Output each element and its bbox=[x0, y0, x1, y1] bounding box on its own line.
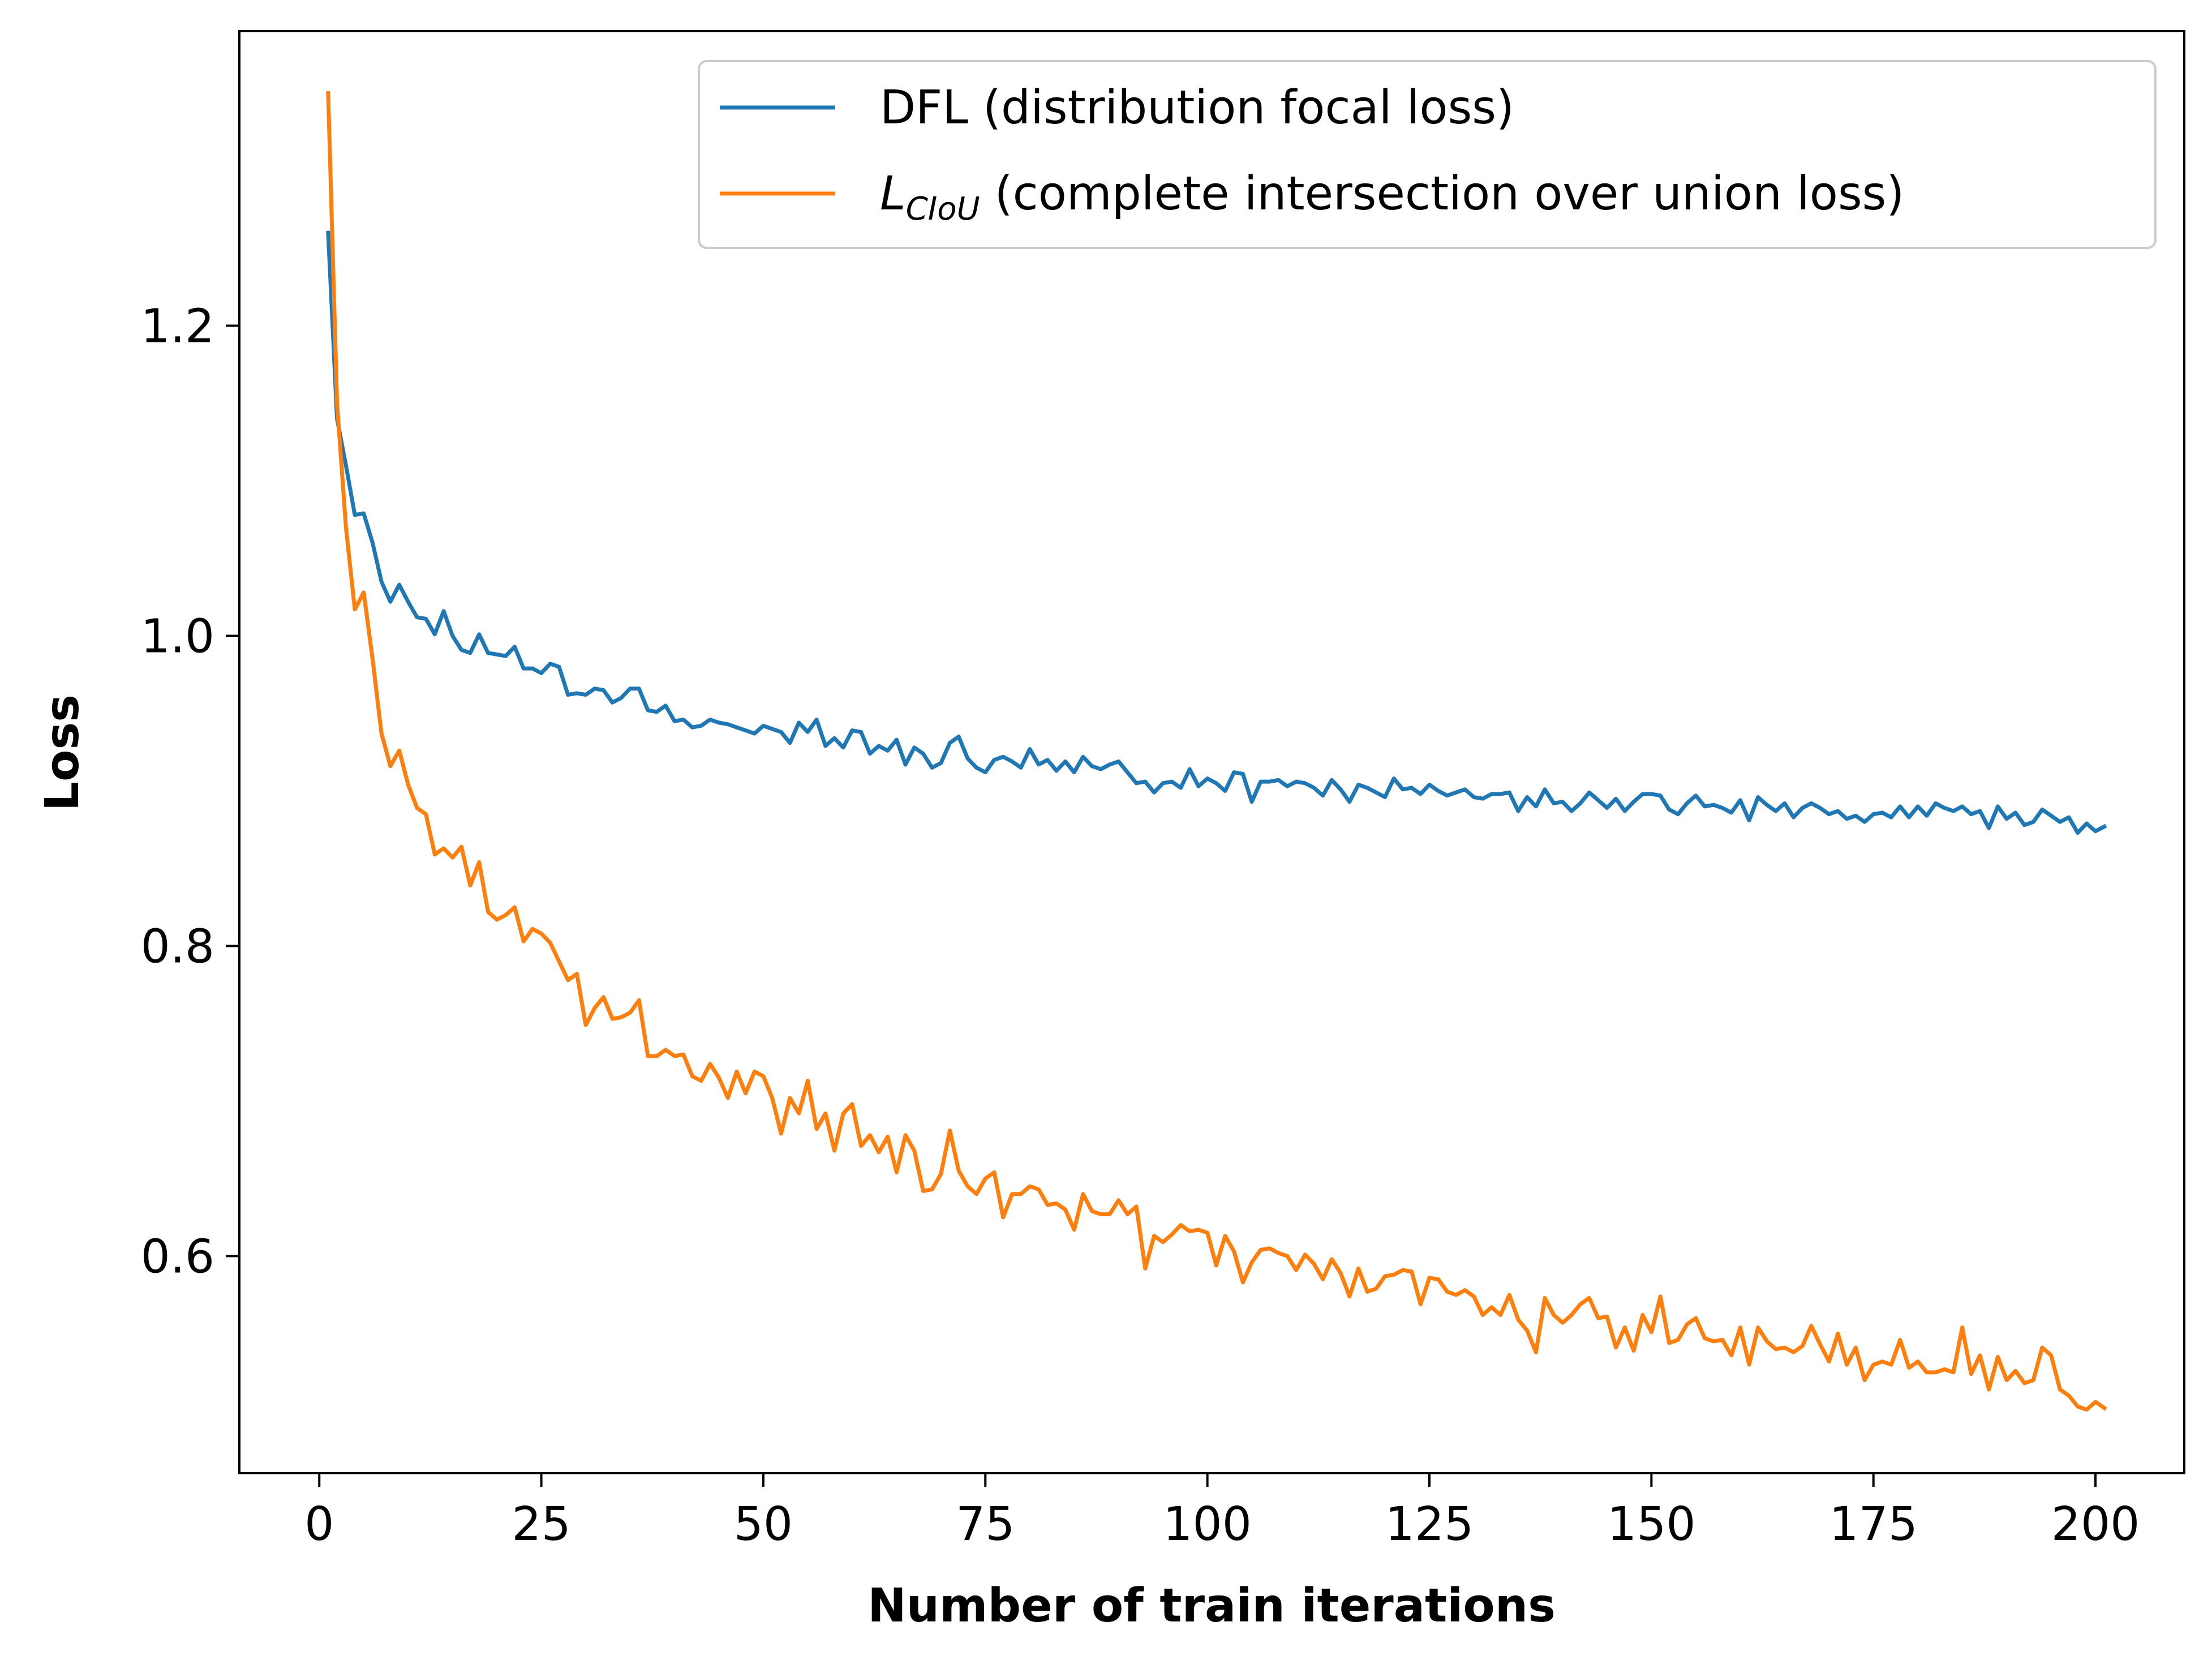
x-axis-label: Number of train iterations bbox=[867, 1579, 1556, 1633]
x-tick-label: 125 bbox=[1385, 1498, 1474, 1551]
legend-box bbox=[698, 60, 2157, 249]
legend-label-ciou-rest: (complete intersection over union loss) bbox=[980, 167, 1905, 221]
plot-frame bbox=[238, 30, 2185, 1474]
legend-label-ciou: LCIoU (complete intersection over union … bbox=[880, 167, 1904, 228]
x-axis-ticks: 0 25 50 75 100 125 150 175 200 bbox=[304, 1473, 2140, 1551]
y-tick-label: 1.2 bbox=[141, 300, 214, 354]
legend: DFL (distribution focal loss) LCIoU (com… bbox=[698, 60, 2157, 249]
legend-label-ciou-sub: CIoU bbox=[906, 191, 980, 228]
x-tick-label: 0 bbox=[304, 1498, 334, 1551]
y-tick-label: 0.6 bbox=[141, 1230, 214, 1284]
y-tick-label: 0.8 bbox=[141, 920, 214, 973]
x-tick-label: 50 bbox=[734, 1498, 793, 1551]
y-axis-ticks: 0.6 0.8 1.0 1.2 bbox=[141, 300, 239, 1284]
x-tick-label: 175 bbox=[1829, 1498, 1918, 1551]
x-tick-label: 75 bbox=[956, 1498, 1015, 1551]
legend-label-ciou-main: L bbox=[880, 167, 906, 221]
x-tick-label: 25 bbox=[512, 1498, 570, 1551]
series-line-dfl bbox=[326, 230, 2107, 835]
series-line-ciou bbox=[326, 91, 2107, 1412]
x-tick-label: 200 bbox=[2051, 1498, 2140, 1551]
x-tick-label: 100 bbox=[1163, 1498, 1252, 1551]
x-tick-label: 150 bbox=[1607, 1498, 1696, 1551]
legend-label-dfl: DFL (distribution focal loss) bbox=[880, 81, 1514, 135]
series-layer bbox=[326, 91, 2107, 1412]
y-tick-label: 1.0 bbox=[141, 610, 214, 664]
y-axis-label: Loss bbox=[36, 694, 89, 811]
